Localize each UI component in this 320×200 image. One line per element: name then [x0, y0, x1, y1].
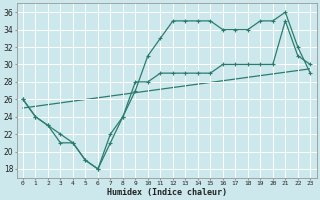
- X-axis label: Humidex (Indice chaleur): Humidex (Indice chaleur): [107, 188, 227, 197]
